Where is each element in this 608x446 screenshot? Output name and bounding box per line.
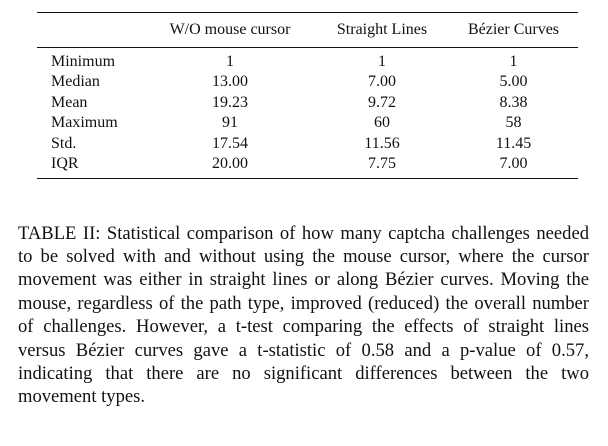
table-cell: 20.00 [145, 154, 315, 179]
row-label: Mean [51, 93, 88, 111]
table-cell: 11.45 [495, 134, 532, 152]
row-label: Minimum [51, 52, 116, 70]
table-row-mean: Mean 19.23 9.72 8.38 [37, 93, 578, 114]
row-label: IQR [37, 154, 145, 179]
table-row-iqr: IQR 20.00 7.75 7.00 [37, 154, 578, 179]
header-cell-straight-lines: Straight Lines [336, 21, 428, 38]
table-cell: 9.72 [368, 93, 396, 111]
table-cell: 91 [222, 114, 238, 131]
table-cell: 7.00 [368, 73, 396, 90]
table-cell: 8.38 [499, 93, 528, 111]
table-row-minimum: Minimum 1 1 1 [37, 47, 578, 72]
table-cell: 5.00 [499, 73, 528, 90]
table-row-median: Median 13.00 7.00 5.00 [37, 72, 578, 93]
table-cell: 19.23 [212, 93, 248, 111]
row-label: Maximum [51, 114, 118, 131]
table-row-maximum: Maximum 91 60 58 [37, 113, 578, 134]
table-caption: TABLE II: Statistical comparison of how … [18, 222, 589, 408]
statistics-table-container: W/O mouse cursor Straight Lines Bézier C… [37, 12, 578, 179]
table-cell: 60 [374, 114, 390, 131]
table-cell: 7.00 [449, 154, 578, 179]
table-cell: 7.75 [315, 154, 449, 179]
statistics-table: W/O mouse cursor Straight Lines Bézier C… [37, 12, 578, 179]
table-cell: 1 [378, 52, 386, 70]
header-cell-bezier-curves: Bézier Curves [467, 21, 560, 38]
row-label: Median [51, 73, 100, 90]
table-header-row: W/O mouse cursor Straight Lines Bézier C… [37, 12, 578, 48]
table-cell: 17.54 [212, 134, 248, 152]
row-label: Std. [51, 134, 77, 152]
table-row-std: Std. 17.54 11.56 11.45 [37, 134, 578, 155]
table-cell: 13.00 [212, 73, 248, 90]
table-cell: 11.56 [364, 134, 400, 152]
table-cell: 1 [509, 52, 518, 70]
table-cell: 1 [226, 52, 234, 70]
table-cell: 58 [505, 114, 522, 131]
header-cell-row-label [37, 13, 145, 48]
header-cell-without-mouse: W/O mouse cursor [169, 21, 291, 38]
